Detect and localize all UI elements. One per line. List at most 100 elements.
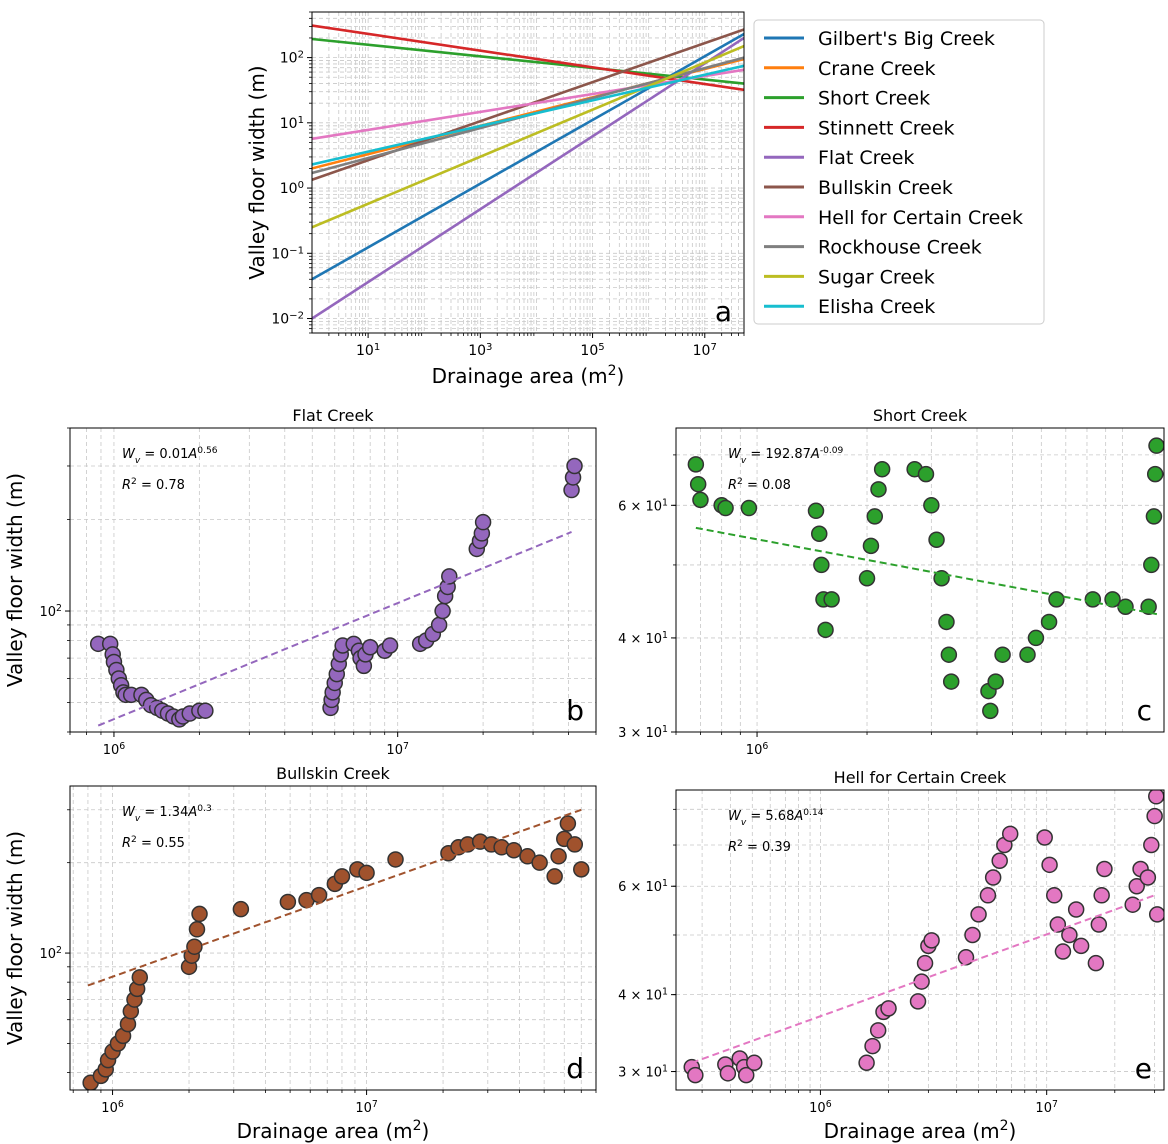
panel-letter: b: [566, 694, 584, 727]
data-point: [358, 864, 375, 882]
data-point: [813, 556, 830, 574]
data-point: [1040, 613, 1058, 631]
data-point: [559, 815, 577, 832]
y-tick-label: 100: [280, 180, 304, 198]
x-tick-label: 106: [746, 741, 769, 759]
fit-r2: R2 = 0.08: [728, 477, 791, 493]
data-point: [1041, 856, 1058, 874]
chart-panel-a: 101 103 105 107 10−2 10−1 100 101 102 Drainage ar…: [245, 11, 1045, 388]
data-point: [858, 570, 876, 587]
y-tick-label: 10−1: [271, 245, 304, 263]
data-point: [232, 900, 250, 918]
data-point: [1143, 556, 1160, 574]
fit-line: [695, 526, 1158, 616]
data-point: [1049, 916, 1067, 933]
data-point: [1027, 629, 1045, 647]
data-point: [964, 926, 981, 944]
data-point: [1048, 591, 1065, 608]
data-point: [873, 460, 891, 478]
plot-area: [687, 437, 1164, 720]
data-point: [692, 491, 709, 509]
data-point: [991, 852, 1008, 870]
data-point: [1096, 860, 1113, 878]
chart-title: Hell for Certain Creek: [834, 768, 1007, 787]
fit-r2: R2 = 0.55: [122, 835, 185, 851]
data-point: [505, 841, 523, 859]
data-point: [1019, 646, 1036, 663]
data-point: [957, 949, 975, 966]
data-point: [1090, 916, 1108, 933]
x-tick-label: 103: [468, 342, 492, 360]
data-point: [550, 848, 567, 865]
grid: [70, 786, 596, 1090]
y-tick-label: 10−2: [271, 310, 304, 328]
data-point: [1146, 465, 1164, 483]
data-point: [866, 508, 884, 525]
legend-label: Sugar Creek: [818, 266, 935, 288]
data-point: [817, 621, 834, 639]
y-tick-label: 102: [280, 49, 304, 67]
grid: [312, 12, 744, 333]
data-point: [1087, 954, 1105, 972]
data-point: [434, 602, 451, 620]
series-line-3: [312, 24, 744, 92]
grid: [676, 790, 1164, 1090]
data-point: [862, 537, 880, 555]
data-point: [197, 702, 214, 719]
data-point: [938, 613, 955, 631]
axes-frame: [69, 427, 597, 733]
data-point: [361, 639, 379, 656]
data-point: [1036, 829, 1053, 846]
data-point: [531, 854, 548, 871]
x-tick-label: 106: [103, 741, 126, 759]
chart-panel-b: 106 107 102 Flat Creek Valley floor width (m…: [3, 406, 597, 759]
data-point: [1084, 591, 1102, 608]
fit-r2: R2 = 0.78: [122, 477, 185, 493]
data-point: [916, 954, 934, 972]
x-tick-label: 107: [1035, 1099, 1058, 1117]
axes-frame: [675, 427, 1165, 733]
data-point: [1146, 807, 1163, 825]
y-tick-label: 4 × 101: [618, 629, 668, 647]
data-point: [131, 969, 149, 986]
data-point: [869, 1022, 887, 1039]
y-tick-label: 6 × 101: [618, 878, 668, 896]
legend-box: [753, 19, 1045, 325]
data-point: [381, 637, 399, 654]
data-point: [333, 868, 351, 885]
data-point: [689, 475, 707, 493]
y-tick-label: 101: [280, 114, 304, 131]
legend-label: Flat Creek: [818, 147, 914, 169]
plot-area: [312, 24, 744, 320]
data-point: [823, 591, 840, 608]
data-point: [984, 869, 1002, 886]
legend-label: Elisha Creek: [818, 296, 935, 318]
data-point: [573, 861, 590, 878]
data-point: [858, 1054, 875, 1072]
data-point: [737, 1066, 755, 1084]
data-point: [1140, 598, 1157, 615]
x-axis-label: Drainage area (m2): [237, 1118, 430, 1143]
data-point: [1143, 836, 1160, 854]
panel-letter: c: [1137, 694, 1152, 727]
fit-equation: Wv = 5.68A0.14: [728, 808, 824, 828]
data-point: [970, 906, 987, 923]
data-point: [928, 531, 945, 549]
data-point: [441, 568, 458, 585]
data-point: [746, 1054, 763, 1072]
data-point: [994, 646, 1011, 663]
series-line-4: [312, 36, 744, 320]
data-point: [923, 497, 940, 514]
y-tick-label: 4 × 101: [618, 986, 668, 1004]
data-point: [909, 993, 927, 1010]
data-point: [740, 499, 758, 517]
fit-line: [691, 894, 1155, 1064]
data-point: [566, 457, 583, 475]
plot-area: [89, 457, 583, 728]
data-point: [979, 887, 997, 904]
data-point: [474, 513, 492, 531]
data-point: [1072, 937, 1090, 955]
series-line-9: [312, 64, 744, 166]
data-point: [940, 646, 958, 663]
data-point: [870, 481, 887, 498]
